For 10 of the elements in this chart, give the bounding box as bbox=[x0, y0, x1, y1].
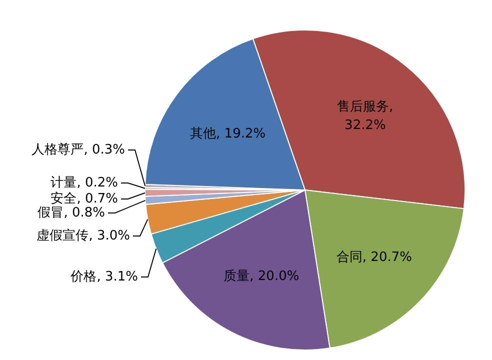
slice-label: 质量, 20.0% bbox=[224, 269, 300, 284]
slice-label: 其他, 19.2% bbox=[190, 126, 266, 142]
slice-label: 计量, 0.2% bbox=[50, 176, 118, 190]
slice-label: 安全, 0.7% bbox=[50, 190, 118, 206]
slice-label: 人格尊严, 0.3% bbox=[32, 142, 125, 158]
slice-label: 虚假宣传, 3.0% bbox=[36, 228, 130, 244]
slice-label: 合同, 20.7% bbox=[336, 250, 412, 266]
slice-label: 售后服务, 32.2% bbox=[337, 100, 394, 133]
slice-label: 假冒, 0.8% bbox=[38, 206, 105, 220]
slice-label: 价格, 3.1% bbox=[70, 270, 138, 284]
